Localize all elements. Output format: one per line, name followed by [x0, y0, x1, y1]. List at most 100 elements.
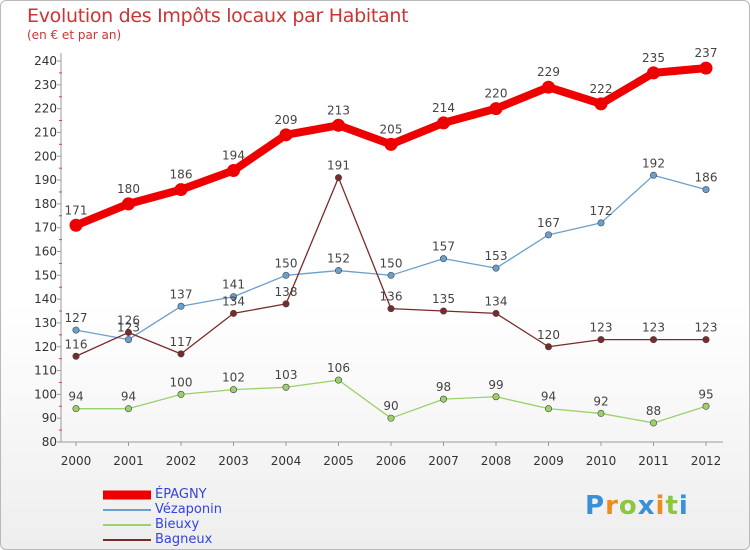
- x-tick-label: 2011: [638, 454, 669, 468]
- data-label: 106: [327, 361, 350, 375]
- data-label: 98: [436, 380, 451, 394]
- data-label: 150: [275, 256, 298, 270]
- legend-swatch: [103, 508, 151, 511]
- x-tick-label: 2007: [428, 454, 459, 468]
- x-tick-label: 2004: [271, 454, 302, 468]
- y-tick-label: 80: [42, 435, 57, 449]
- y-tick-label: 90: [42, 411, 57, 425]
- data-label: 90: [383, 399, 398, 413]
- y-tick-label: 140: [34, 292, 57, 306]
- data-point: [647, 66, 660, 80]
- x-tick-label: 2008: [481, 454, 512, 468]
- data-point: [597, 219, 605, 227]
- data-label: 99: [488, 378, 503, 392]
- data-label: 120: [537, 328, 560, 342]
- data-label: 222: [590, 82, 613, 96]
- data-label: 94: [121, 390, 136, 404]
- data-label: 126: [117, 313, 140, 327]
- data-label: 127: [65, 311, 88, 325]
- data-point: [384, 137, 398, 151]
- data-point: [542, 80, 555, 94]
- data-label: 194: [222, 149, 245, 163]
- data-point: [597, 409, 605, 417]
- data-label: 95: [698, 387, 713, 401]
- data-label: 186: [170, 168, 193, 182]
- data-point: [702, 402, 710, 410]
- data-point: [597, 336, 605, 344]
- y-tick-label: 160: [34, 245, 57, 259]
- data-label: 92: [593, 394, 608, 408]
- data-label: 191: [327, 159, 350, 173]
- y-tick-label: 100: [34, 387, 57, 401]
- data-point: [544, 343, 552, 351]
- data-point: [72, 405, 80, 413]
- x-tick-label: 2006: [376, 454, 407, 468]
- y-tick-label: 110: [34, 364, 57, 378]
- data-point: [177, 302, 185, 310]
- data-label: 116: [65, 337, 88, 351]
- data-label: 123: [590, 321, 613, 335]
- data-point: [437, 116, 450, 130]
- y-tick-label: 240: [34, 54, 57, 68]
- data-point: [125, 328, 133, 336]
- data-label: 209: [275, 113, 298, 127]
- data-label: 141: [222, 278, 245, 292]
- data-point: [544, 405, 552, 413]
- logo-letter: t: [665, 491, 679, 521]
- y-tick-label: 220: [34, 102, 57, 116]
- data-point: [72, 352, 80, 360]
- legend-swatch: [103, 538, 151, 541]
- data-label: 123: [642, 321, 665, 335]
- data-point: [544, 231, 552, 239]
- data-point: [174, 183, 188, 197]
- data-point: [230, 386, 238, 394]
- data-point: [230, 309, 238, 317]
- data-point: [702, 336, 710, 344]
- y-tick-label: 200: [34, 149, 57, 163]
- data-label: 134: [485, 294, 508, 308]
- proxiti-logo: Proxiti: [585, 491, 689, 521]
- data-label: 157: [432, 240, 455, 254]
- data-point: [177, 350, 185, 358]
- data-point: [439, 255, 447, 263]
- data-point: [489, 102, 503, 116]
- legend-label: Bieuxy: [155, 517, 200, 532]
- data-point: [282, 300, 290, 308]
- data-label: 102: [222, 371, 245, 385]
- data-label: 167: [537, 216, 560, 230]
- data-label: 192: [642, 156, 665, 170]
- data-label: 117: [170, 335, 193, 349]
- data-point: [594, 97, 608, 111]
- data-point: [282, 271, 290, 279]
- legend-swatch: [103, 523, 151, 526]
- data-label: 88: [646, 404, 661, 418]
- data-point: [334, 376, 342, 384]
- data-label: 235: [642, 51, 665, 65]
- data-label: 152: [327, 252, 350, 266]
- data-point: [439, 307, 447, 315]
- data-label: 136: [380, 290, 403, 304]
- chart-subtitle: (en € et par an): [27, 28, 122, 42]
- x-tick-label: 2001: [113, 454, 144, 468]
- y-tick-label: 230: [34, 78, 57, 92]
- legend-swatch: [103, 490, 151, 499]
- x-tick-label: 2002: [166, 454, 197, 468]
- data-label: 150: [380, 256, 403, 270]
- data-point: [227, 164, 240, 178]
- data-point: [492, 264, 500, 272]
- data-label: 153: [485, 249, 508, 263]
- logo-letter: i: [655, 491, 666, 521]
- data-label: 100: [170, 375, 193, 389]
- legend-label: ÉPAGNY: [155, 487, 207, 502]
- y-tick-label: 210: [34, 125, 57, 139]
- x-tick-label: 2010: [586, 454, 617, 468]
- data-point: [387, 414, 395, 422]
- x-tick-label: 2012: [691, 454, 722, 468]
- data-label: 134: [222, 294, 245, 308]
- data-point: [72, 326, 80, 334]
- data-label: 138: [275, 285, 298, 299]
- data-label: 123: [117, 321, 140, 335]
- data-label: 137: [170, 287, 193, 301]
